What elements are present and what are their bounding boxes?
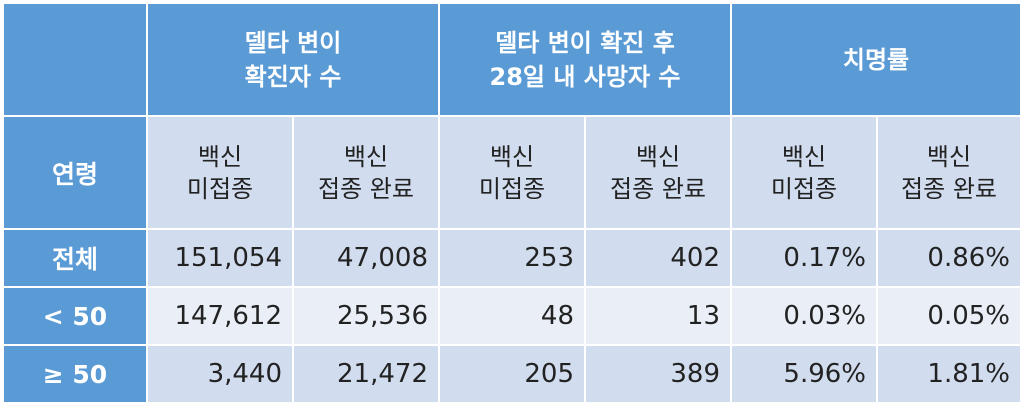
table-cell: 147,612 bbox=[146, 286, 294, 346]
row-label-50-plus: ≥ 50 bbox=[2, 344, 148, 404]
header-confirmed-line2: 확진자 수 bbox=[244, 62, 342, 91]
row-label-total: 전체 bbox=[2, 228, 148, 288]
sub-line1: 백신 bbox=[343, 142, 389, 171]
header-fatality-rate: 치명률 bbox=[730, 2, 1023, 117]
sub-vax-fatality: 백신 접종 완료 bbox=[876, 115, 1023, 230]
table-cell: 0.86% bbox=[876, 228, 1023, 288]
table-cell: 48 bbox=[438, 286, 586, 346]
table-cell: 389 bbox=[583, 344, 733, 404]
table-cell: 253 bbox=[438, 228, 586, 288]
corner-cell bbox=[2, 2, 148, 117]
subheader-row: 연령 백신 미접종 백신 접종 완료 백신 미접종 백신 접종 완료 백신 미접… bbox=[2, 115, 1023, 230]
table-row: ≥ 50 3,440 21,472 205 389 5.96% 1.81% bbox=[2, 344, 1023, 404]
table-cell: 0.03% bbox=[730, 286, 879, 346]
header-deaths-line2: 28일 내 사망자 수 bbox=[489, 62, 681, 91]
table-cell: 1.81% bbox=[876, 344, 1023, 404]
table-row: 전체 151,054 47,008 253 402 0.17% 0.86% bbox=[2, 228, 1023, 288]
table-cell: 25,536 bbox=[292, 286, 440, 346]
header-deaths: 델타 변이 확진 후 28일 내 사망자 수 bbox=[437, 2, 733, 117]
sub-line2: 접종 완료 bbox=[318, 174, 414, 203]
sub-vax-confirmed: 백신 접종 완료 bbox=[292, 115, 440, 230]
table-cell: 0.17% bbox=[730, 228, 879, 288]
table-cell: 21,472 bbox=[292, 344, 440, 404]
sub-line1: 백신 bbox=[635, 142, 681, 171]
sub-unvax-fatality: 백신 미접종 bbox=[730, 115, 879, 230]
table-cell: 402 bbox=[583, 228, 733, 288]
sub-line2: 미접종 bbox=[478, 174, 546, 203]
sub-line1: 백신 bbox=[781, 142, 827, 171]
sub-unvax-confirmed: 백신 미접종 bbox=[146, 115, 294, 230]
sub-line2: 미접종 bbox=[770, 174, 838, 203]
sub-unvax-deaths: 백신 미접종 bbox=[438, 115, 586, 230]
sub-line2: 접종 완료 bbox=[610, 174, 706, 203]
table-cell: 205 bbox=[438, 344, 586, 404]
header-confirmed-cases: 델타 변이 확진자 수 bbox=[146, 2, 440, 117]
table-cell: 151,054 bbox=[146, 228, 294, 288]
row-label-under-50: < 50 bbox=[2, 286, 148, 346]
table-cell: 13 bbox=[583, 286, 733, 346]
table-cell: 3,440 bbox=[146, 344, 294, 404]
table-cell: 0.05% bbox=[876, 286, 1023, 346]
header-confirmed-line1: 델타 변이 bbox=[244, 28, 342, 57]
sub-vax-deaths: 백신 접종 완료 bbox=[583, 115, 733, 230]
table-cell: 5.96% bbox=[730, 344, 879, 404]
header-row: 델타 변이 확진자 수 델타 변이 확진 후 28일 내 사망자 수 치명률 bbox=[2, 2, 1023, 117]
age-label: 연령 bbox=[2, 115, 148, 230]
sub-line1: 백신 bbox=[489, 142, 535, 171]
sub-line2: 미접종 bbox=[186, 174, 254, 203]
table-cell: 47,008 bbox=[292, 228, 440, 288]
header-deaths-line1: 델타 변이 확진 후 bbox=[495, 28, 675, 57]
table-row: < 50 147,612 25,536 48 13 0.03% 0.05% bbox=[2, 286, 1023, 346]
sub-line1: 백신 bbox=[926, 142, 972, 171]
sub-line2: 접종 완료 bbox=[901, 174, 997, 203]
sub-line1: 백신 bbox=[197, 142, 243, 171]
